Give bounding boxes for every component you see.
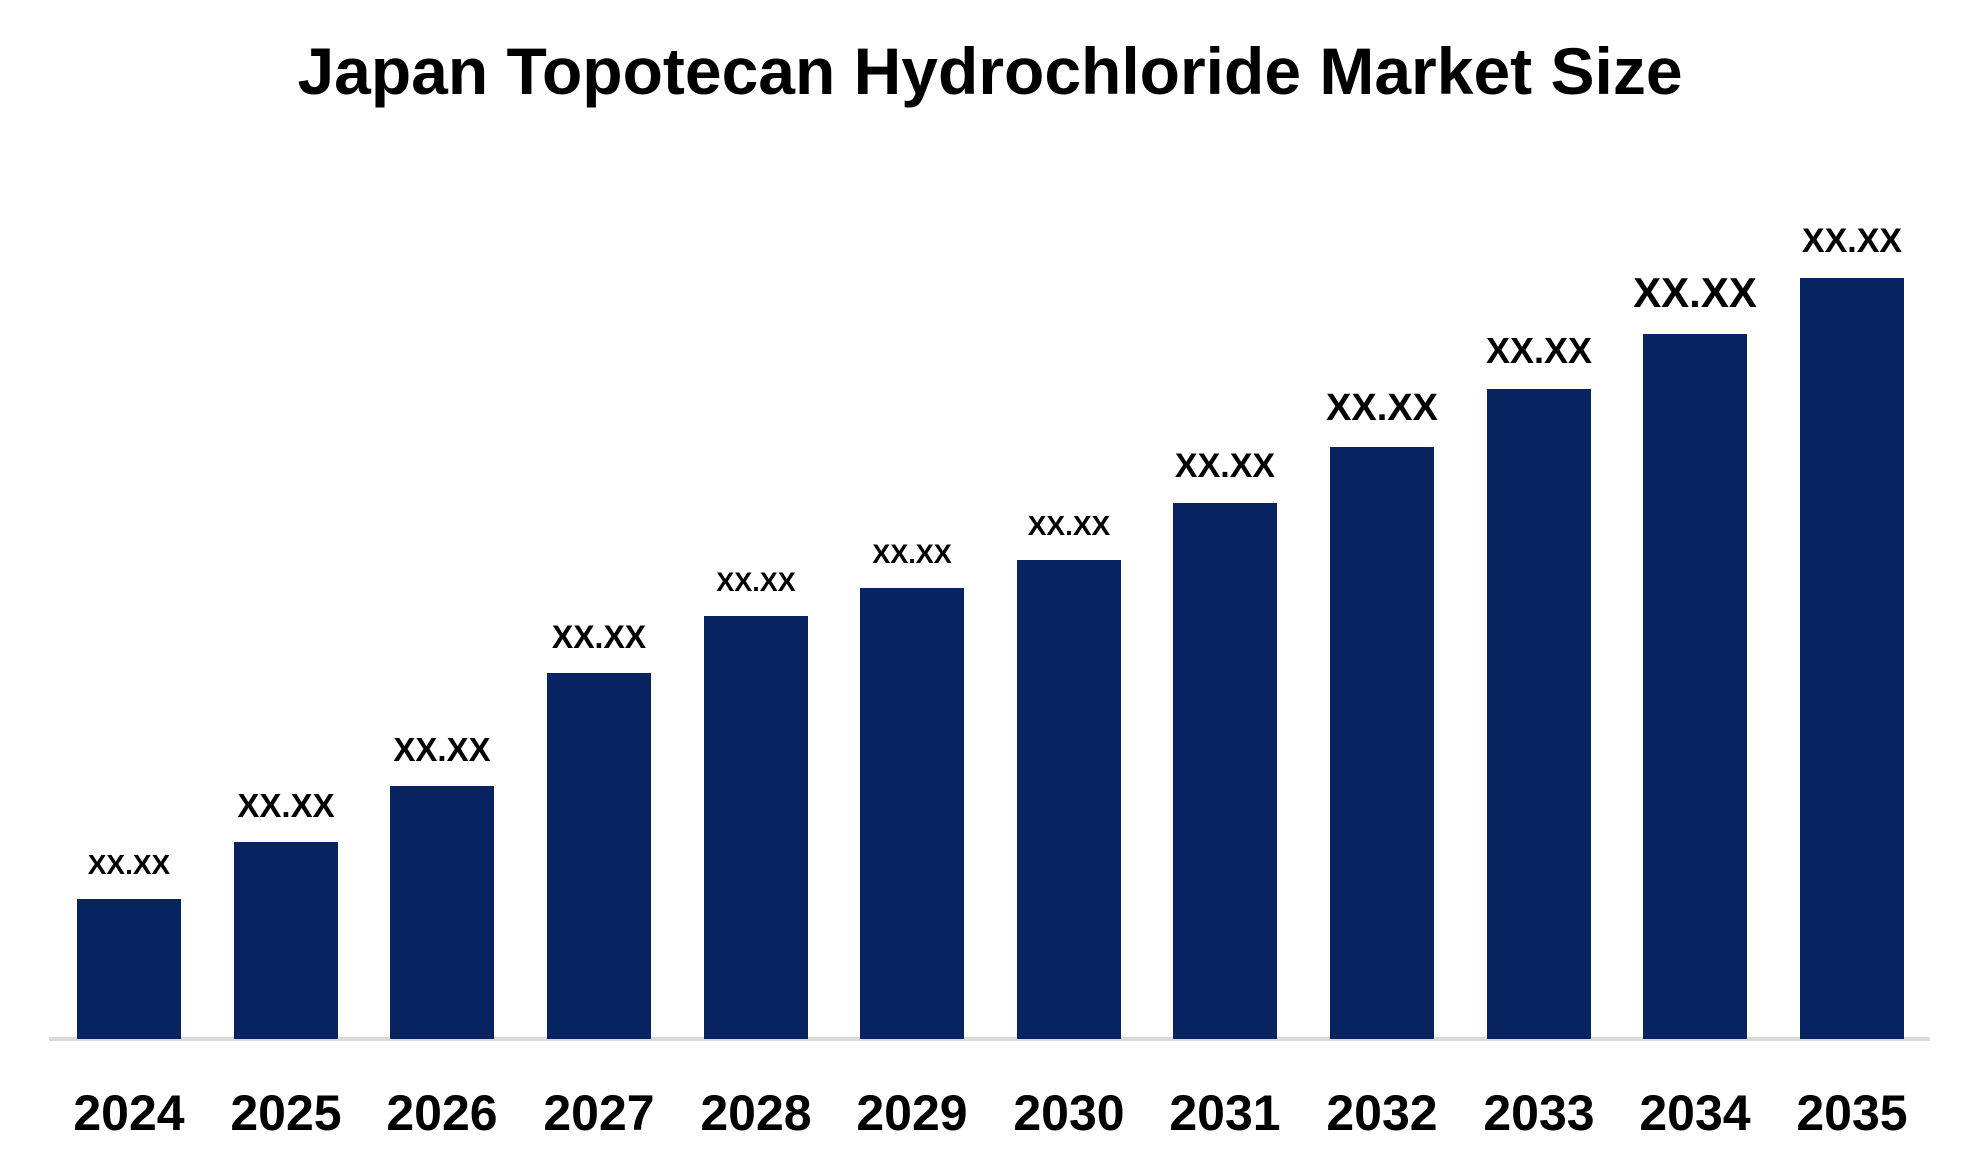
bar [390, 786, 494, 1039]
bar [1017, 560, 1121, 1039]
bar-value-label: XX.XX [1326, 387, 1438, 429]
x-axis-label: 2030 [1013, 1085, 1125, 1141]
bar-value-label: XX.XX [872, 539, 952, 569]
bar [1330, 447, 1434, 1039]
x-axis-label: 2034 [1639, 1085, 1751, 1141]
x-axis-label: 2025 [230, 1085, 342, 1141]
bar [1173, 503, 1277, 1039]
bar-value-label: XX.XX [716, 567, 796, 597]
bar [1487, 389, 1591, 1039]
x-axis-label: 2028 [700, 1085, 812, 1141]
x-axis-label: 2032 [1326, 1085, 1438, 1141]
bar [77, 899, 181, 1039]
bar [234, 842, 338, 1039]
bar [704, 616, 808, 1039]
bar [1643, 334, 1747, 1039]
bar-value-label: XX.XX [551, 619, 647, 655]
x-axis-label: 2035 [1796, 1085, 1908, 1141]
chart-title: Japan Topotecan Hydrochloride Market Siz… [297, 34, 1683, 108]
bar-value-label: XX.XX [1801, 222, 1903, 260]
bar-value-label: XX.XX [393, 731, 491, 768]
x-axis-label: 2027 [543, 1085, 655, 1141]
x-axis-label: 2031 [1169, 1085, 1281, 1141]
x-axis-label: 2024 [73, 1085, 185, 1141]
bar-value-label: XX.XX [1174, 447, 1276, 485]
bar-value-label: XX.XX [237, 787, 335, 824]
x-axis-line [49, 1037, 1930, 1041]
bar-value-label: XX.XX [87, 849, 171, 880]
x-axis-label: 2033 [1483, 1085, 1595, 1141]
bar-value-label: XX.XX [1485, 330, 1593, 371]
bar-value-label: XX.XX [1027, 510, 1111, 541]
bar [547, 673, 651, 1039]
x-axis-label: 2026 [386, 1085, 498, 1141]
bar [1800, 278, 1904, 1039]
bar [860, 588, 964, 1039]
x-axis-label: 2029 [856, 1085, 968, 1141]
bar-value-label: XX.XX [1633, 269, 1757, 316]
